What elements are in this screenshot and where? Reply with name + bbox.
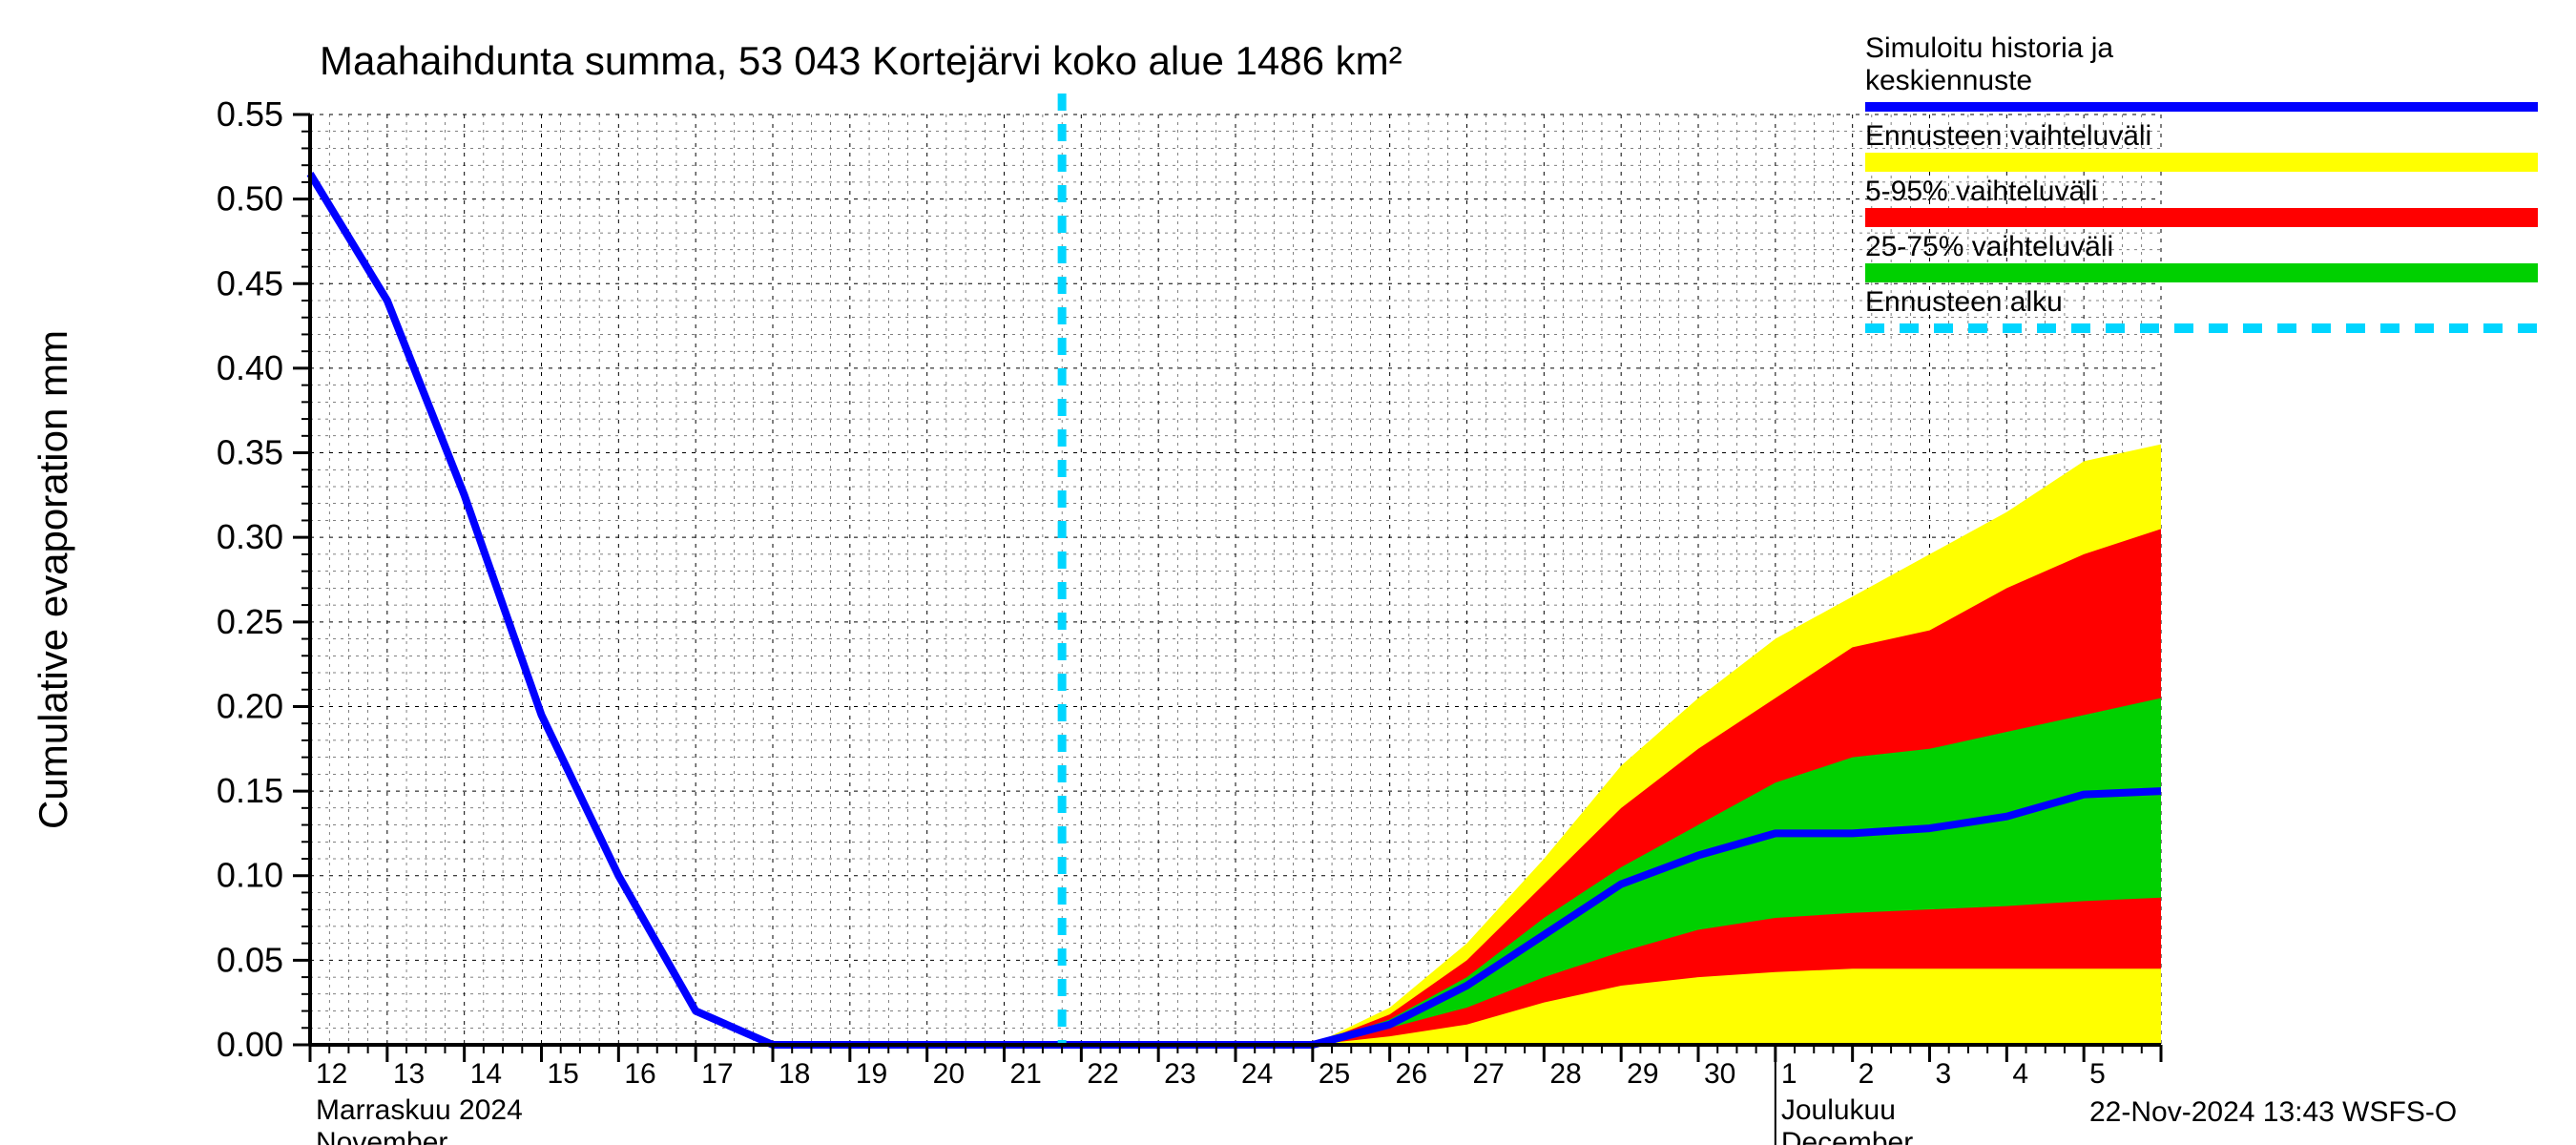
y-tick-label: 0.10 <box>217 856 283 895</box>
x-tick-label: 13 <box>393 1058 425 1090</box>
x-tick-label: 26 <box>1396 1058 1427 1090</box>
y-tick-label: 0.50 <box>217 179 283 219</box>
x-tick-label: 2 <box>1859 1058 1875 1090</box>
x-tick-label: 22 <box>1087 1058 1118 1090</box>
legend-label: 25-75% vaihteluväli <box>1865 231 2113 262</box>
x-tick-label: 1 <box>1781 1058 1797 1090</box>
x-tick-label: 29 <box>1627 1058 1658 1090</box>
chart-title: Maahaihdunta summa, 53 043 Kortejärvi ko… <box>320 38 1402 83</box>
chart-container: 0.00 0.05 0.10 0.15 0.20 0.25 0.30 0.35 0.40 0.45… <box>0 0 2576 1145</box>
y-axis-label: Cumulative evaporation mm <box>31 330 75 829</box>
x-tick-label: 23 <box>1164 1058 1195 1090</box>
x-tick-label: 24 <box>1241 1058 1273 1090</box>
x-tick-label: 18 <box>779 1058 810 1090</box>
y-tick-label: 0.45 <box>217 263 283 302</box>
legend-swatch <box>1865 102 2538 112</box>
footer-timestamp: 22-Nov-2024 13:43 WSFS-O <box>2089 1096 2457 1128</box>
x-tick-label: 15 <box>548 1058 579 1090</box>
x-tick-label: 14 <box>470 1058 502 1090</box>
x-tick-label: 4 <box>2012 1058 2028 1090</box>
legend-label: keskiennuste <box>1865 65 2032 96</box>
x-tick-label: 25 <box>1319 1058 1350 1090</box>
y-tick-label: 0.15 <box>217 771 283 810</box>
legend-swatch <box>1865 208 2538 227</box>
y-tick-label: 0.30 <box>217 517 283 556</box>
y-tick-label: 0.25 <box>217 602 283 641</box>
x-tick-label: 30 <box>1704 1058 1735 1090</box>
y-tick-label: 0.05 <box>217 940 283 979</box>
legend-label: 5-95% vaihteluväli <box>1865 176 2097 207</box>
x-tick-label: 28 <box>1549 1058 1581 1090</box>
y-tick-label: 0.55 <box>217 94 283 134</box>
x-tick-label: 27 <box>1473 1058 1505 1090</box>
month-label-fi: Joulukuu <box>1781 1094 1896 1126</box>
evaporation-chart: 0.00 0.05 0.10 0.15 0.20 0.25 0.30 0.35 0.40 0.45… <box>0 0 2576 1145</box>
legend-swatch <box>1865 263 2538 282</box>
legend-label: Ennusteen vaihteluväli <box>1865 120 2151 152</box>
y-tick-label: 0.40 <box>217 348 283 387</box>
x-tick-label: 20 <box>933 1058 965 1090</box>
legend-swatch <box>1865 153 2538 172</box>
y-tick-label: 0.35 <box>217 433 283 472</box>
x-tick-label: 3 <box>1936 1058 1952 1090</box>
legend-label: Ennusteen alku <box>1865 286 2063 318</box>
x-tick-label: 12 <box>316 1058 347 1090</box>
x-tick-label: 5 <box>2089 1058 2106 1090</box>
month-label-fi: Marraskuu 2024 <box>316 1094 523 1126</box>
month-label-en: December <box>1781 1127 1913 1145</box>
y-tick-label: 0.20 <box>217 686 283 725</box>
x-tick-label: 21 <box>1010 1058 1042 1090</box>
x-tick-label: 16 <box>624 1058 655 1090</box>
x-tick-label: 19 <box>856 1058 887 1090</box>
x-tick-label: 17 <box>701 1058 733 1090</box>
legend-label: Simuloitu historia ja <box>1865 32 2113 64</box>
month-label-en: November <box>316 1127 447 1145</box>
y-tick-label: 0.00 <box>217 1025 283 1064</box>
